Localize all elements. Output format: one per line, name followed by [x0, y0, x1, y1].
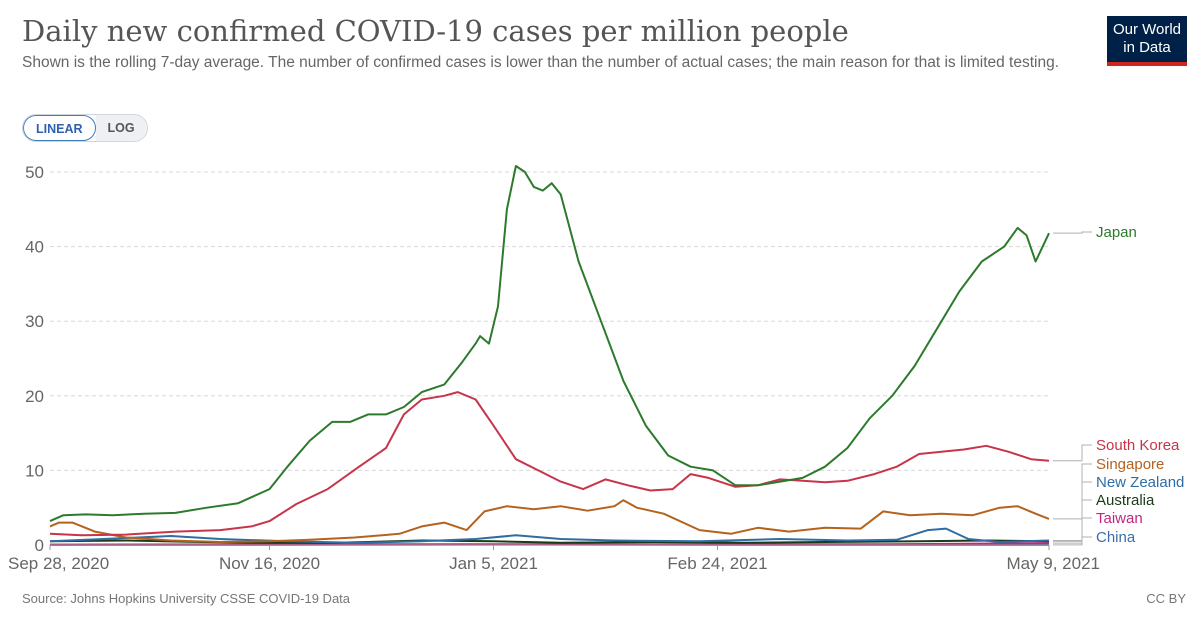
- scale-toggle: LINEAR LOG: [22, 114, 148, 142]
- series-line-south-korea: [49, 391, 1050, 537]
- leader-line: [1053, 536, 1092, 546]
- series-label-china: China: [1096, 529, 1136, 546]
- log-scale-button[interactable]: LOG: [95, 115, 147, 141]
- line-chart: 0 10 20 30 40 50 Sep 28, 2020 Nov 16, 2020 Jan …: [8, 163, 1184, 573]
- leader-line: [1053, 517, 1092, 544]
- series-line-new-zealand: [49, 527, 1050, 544]
- leader-line: [1053, 231, 1092, 234]
- logo-line-2: in Data: [1123, 39, 1171, 56]
- gridlines: [50, 171, 1049, 471]
- source-note[interactable]: Source: Johns Hopkins University CSSE CO…: [22, 591, 351, 606]
- x-tick-label: Jan 5, 2021: [449, 554, 538, 573]
- leader-line: [1053, 481, 1092, 542]
- leader-line: [1053, 499, 1092, 542]
- y-tick-label-10: 10: [25, 461, 44, 480]
- series-label-south-korea: South Korea: [1096, 437, 1180, 454]
- x-tick-label: Feb 24, 2021: [667, 554, 767, 573]
- y-tick-label-0: 0: [35, 536, 44, 555]
- x-tick-label: Nov 16, 2020: [219, 554, 320, 573]
- y-tick-label-20: 20: [25, 387, 44, 406]
- series-line-singapore: [49, 499, 1050, 543]
- y-tick-label-30: 30: [25, 312, 44, 331]
- y-axis-ticks: 0 10 20 30 40 50: [25, 163, 44, 555]
- series-line-taiwan: [49, 542, 1050, 546]
- x-tick-label: May 9, 2021: [1006, 554, 1100, 573]
- logo-stripe: [1107, 62, 1187, 66]
- series-line-japan: [49, 165, 1050, 523]
- series-label-australia: Australia: [1096, 492, 1155, 509]
- chart-subtitle: Shown is the rolling 7-day average. The …: [22, 54, 1060, 71]
- series-label-new-zealand: New Zealand: [1096, 474, 1184, 491]
- series-label-singapore: Singapore: [1096, 456, 1164, 473]
- series-lines: [49, 165, 1050, 546]
- license-label[interactable]: CC BY: [1146, 591, 1186, 606]
- owid-logo[interactable]: Our World in Data: [1107, 16, 1187, 66]
- x-tick-label: Sep 28, 2020: [8, 554, 109, 573]
- series-label-japan: Japan: [1096, 224, 1137, 241]
- leader-line: [1053, 463, 1092, 520]
- y-tick-label-40: 40: [25, 238, 44, 257]
- leader-line: [1053, 444, 1092, 462]
- series-label-taiwan: Taiwan: [1096, 510, 1143, 527]
- y-tick-label-50: 50: [25, 163, 44, 182]
- chart-title: Daily new confirmed COVID-19 cases per m…: [22, 14, 849, 48]
- x-axis: Sep 28, 2020 Nov 16, 2020 Jan 5, 2021 Feb 2…: [8, 544, 1100, 573]
- logo-line-1: Our World: [1112, 21, 1182, 38]
- linear-scale-button[interactable]: LINEAR: [23, 115, 96, 141]
